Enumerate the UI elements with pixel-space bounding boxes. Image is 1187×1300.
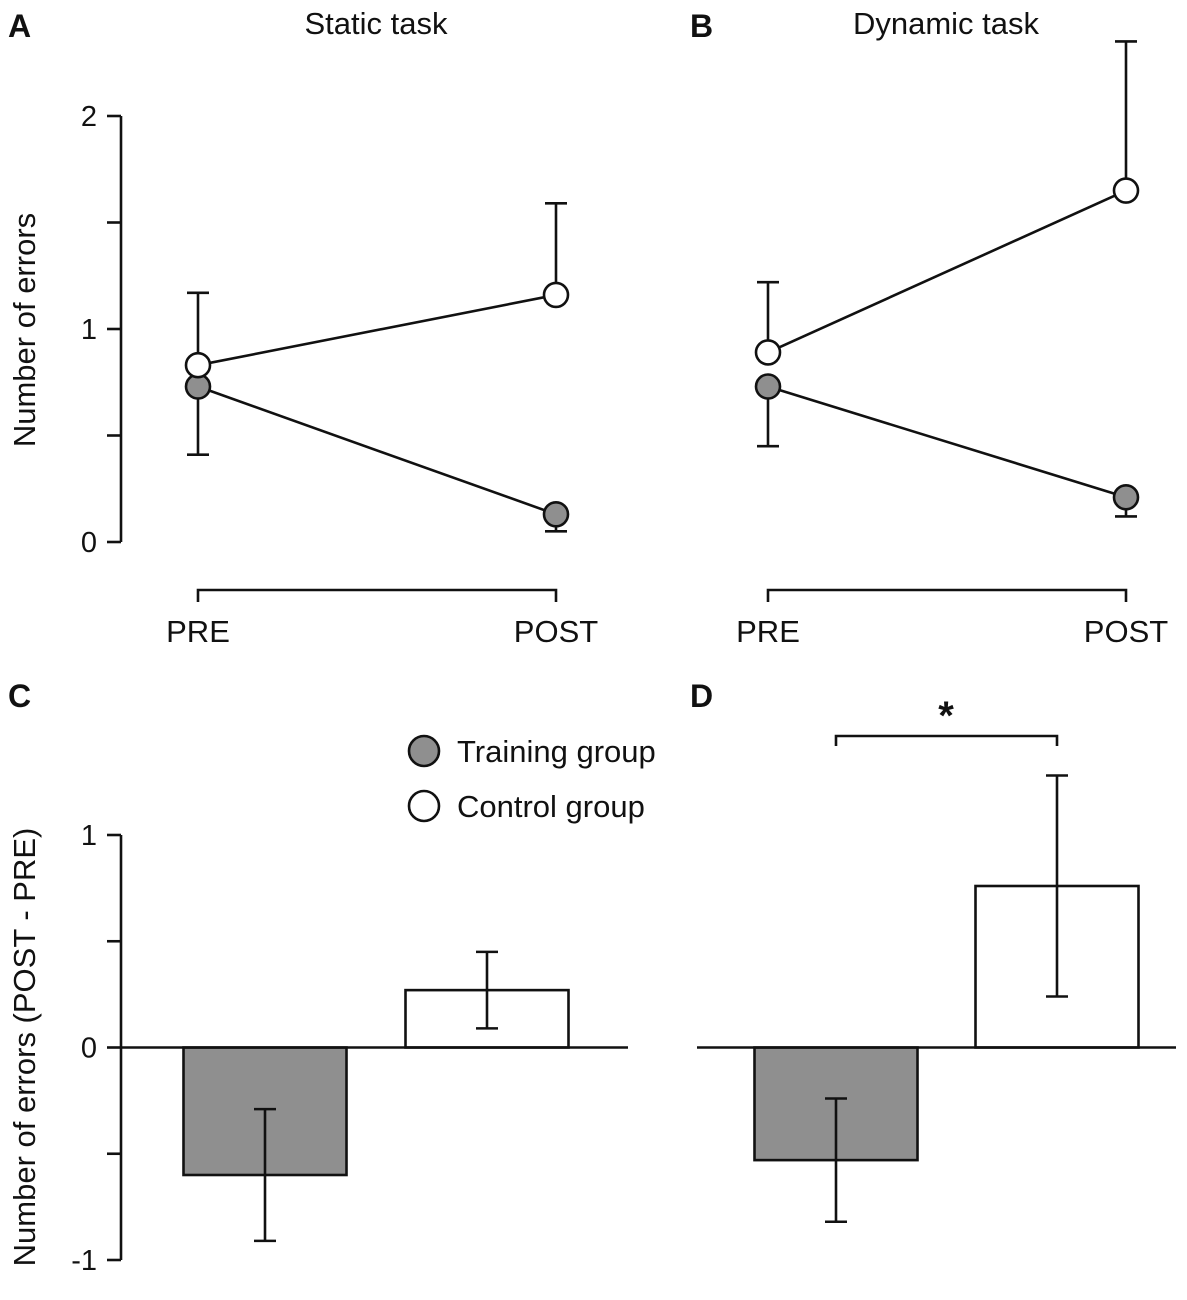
panel-b-dynamic-task: B Dynamic task PRE POST xyxy=(690,6,1168,649)
training-group-point xyxy=(1112,483,1140,511)
y-axis-label-top: Number of errors xyxy=(7,213,42,447)
legend-marker-training xyxy=(407,734,441,768)
x-category-label: PRE xyxy=(736,614,800,649)
control-group-point xyxy=(1112,177,1140,204)
y-tick-label: -1 xyxy=(71,1245,97,1277)
panel-c-static-change: C -1 0 1 xyxy=(8,678,628,1277)
panel-letter-b: B xyxy=(690,8,713,44)
y-tick-label: 2 xyxy=(81,101,97,133)
x-category-label: PRE xyxy=(166,614,230,649)
y-tick-label: 1 xyxy=(81,314,97,346)
y-tick-label: 1 xyxy=(81,820,97,852)
y-tick-label: 0 xyxy=(81,1033,97,1065)
legend-marker-control xyxy=(407,789,441,823)
significance-bracket: * xyxy=(834,694,1059,746)
training-group-line xyxy=(197,385,557,516)
panel-a-plot: 0 1 2 PRE POST xyxy=(81,101,598,649)
panel-b-plot: PRE POST xyxy=(736,40,1168,649)
legend: Training group Control group xyxy=(407,734,656,824)
panel-a-title: Static task xyxy=(305,6,448,41)
panel-c-plot: -1 0 1 xyxy=(71,820,628,1277)
panel-letter-a: A xyxy=(8,8,31,44)
x-axis-bracket xyxy=(766,588,1128,602)
y-axis-label-bottom: Number of errors (POST - PRE) xyxy=(7,828,42,1267)
x-axis-bracket xyxy=(196,588,558,602)
control-group-point xyxy=(184,351,212,379)
significance-star: * xyxy=(938,694,954,738)
control-group-point xyxy=(542,281,570,309)
panel-a-static-task: A Static task 0 1 2 PRE POST xyxy=(8,6,598,649)
control-group-point xyxy=(754,339,782,366)
panel-letter-c: C xyxy=(8,678,31,714)
panel-letter-d: D xyxy=(690,678,713,714)
training-group-point xyxy=(542,501,570,528)
x-category-label: POST xyxy=(1084,614,1168,649)
legend-label-training: Training group xyxy=(457,734,656,769)
training-group-point xyxy=(754,373,782,400)
panel-b-title: Dynamic task xyxy=(853,6,1040,41)
training-group-line xyxy=(767,385,1127,499)
control-group-line xyxy=(767,189,1127,354)
panel-d-dynamic-change: D xyxy=(690,678,1176,1224)
legend-label-control: Control group xyxy=(457,789,645,824)
panel-d-plot xyxy=(697,774,1176,1224)
y-tick-label: 0 xyxy=(81,527,97,559)
x-category-label: POST xyxy=(514,614,598,649)
significance-bracket-line xyxy=(834,734,1059,746)
control-group-line xyxy=(197,293,557,367)
